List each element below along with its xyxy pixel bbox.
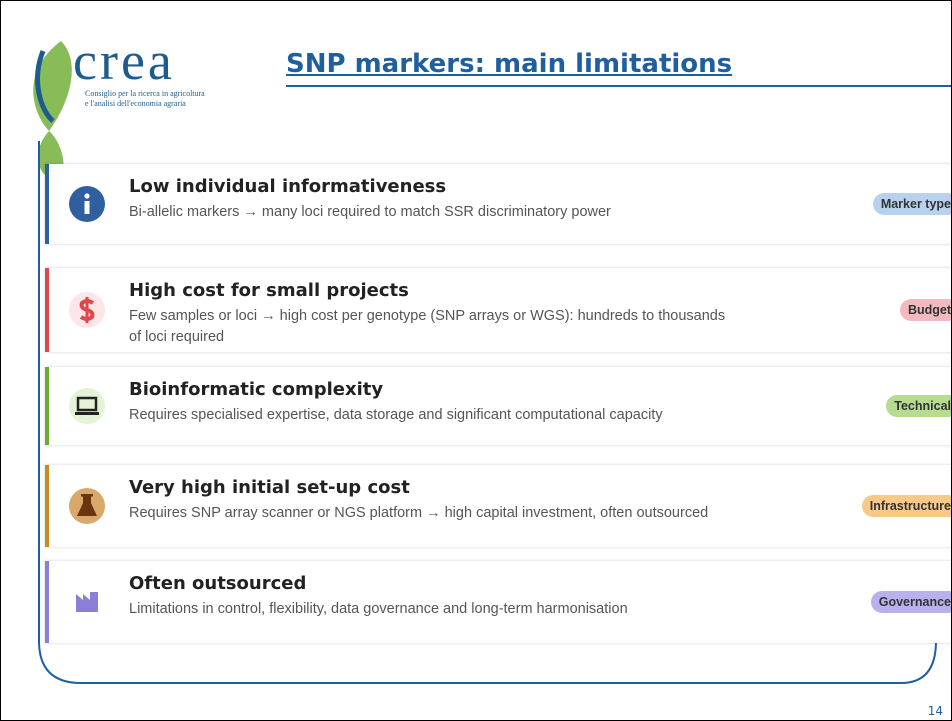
icon [69, 292, 105, 328]
description: Bi-allelic markers → many loci required … [129, 204, 611, 220]
description: Few samples or loci → high cost per geno… [129, 308, 726, 345]
heading: Bioinformatic complexity [129, 379, 384, 400]
page-number: 14 [927, 704, 943, 718]
description: Requires specialised expertise, data sto… [129, 407, 663, 423]
tag: Governance [870, 591, 951, 613]
description: Limitations in control, flexibility, dat… [129, 601, 628, 617]
tag: Marker type [872, 193, 951, 215]
card: High cost for small projects Few samples… [45, 268, 951, 352]
icon [69, 186, 105, 222]
tag: Budget [899, 299, 951, 321]
description: Requires SNP array scanner or NGS platfo… [129, 505, 709, 521]
card: Bioinformatic complexity Requires specia… [45, 367, 951, 445]
icon [69, 388, 105, 424]
logo-tagline: Consiglio per la ricerca in agricoltura [85, 89, 205, 98]
heading: Low individual informativeness [129, 176, 447, 197]
heading: Very high initial set-up cost [129, 477, 410, 498]
logo-tagline: e l'analisi dell'economia agraria [85, 99, 186, 108]
icon [69, 584, 105, 620]
card: Low individual informativeness Bi-alleli… [45, 164, 951, 244]
logo: crea [73, 31, 175, 91]
tag: Technical [886, 395, 951, 417]
tag: Infrastructure [861, 495, 951, 517]
card: Very high initial set-up cost Requires S… [45, 465, 951, 547]
title: SNP markers: main limitations [286, 49, 733, 79]
heading: Often outsourced [129, 573, 307, 594]
card: Often outsourced Limitations in control,… [45, 561, 951, 643]
heading: High cost for small projects [129, 280, 409, 301]
icon [69, 488, 105, 524]
title-rule [286, 85, 951, 87]
